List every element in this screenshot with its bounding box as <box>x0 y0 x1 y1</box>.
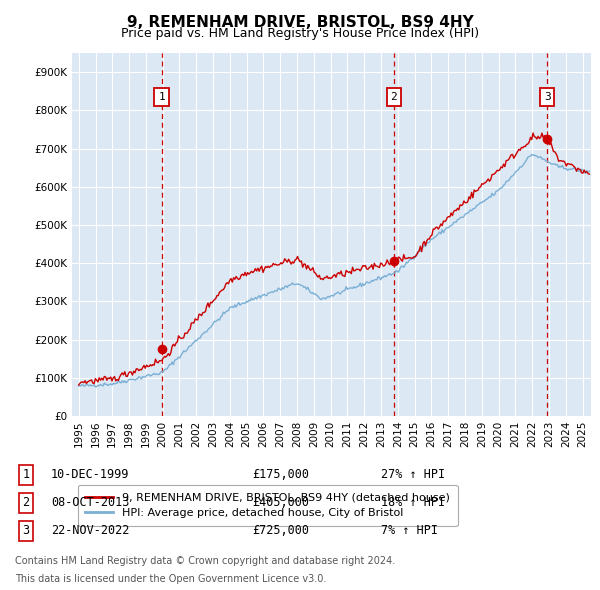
Text: £405,000: £405,000 <box>252 496 309 509</box>
Text: 18% ↑ HPI: 18% ↑ HPI <box>381 496 445 509</box>
Text: 22-NOV-2022: 22-NOV-2022 <box>51 525 130 537</box>
Text: 2: 2 <box>22 496 29 509</box>
Text: Price paid vs. HM Land Registry's House Price Index (HPI): Price paid vs. HM Land Registry's House … <box>121 27 479 40</box>
Text: 7% ↑ HPI: 7% ↑ HPI <box>381 525 438 537</box>
Text: 1: 1 <box>22 468 29 481</box>
Text: £725,000: £725,000 <box>252 525 309 537</box>
Text: Contains HM Land Registry data © Crown copyright and database right 2024.: Contains HM Land Registry data © Crown c… <box>15 556 395 566</box>
Text: 3: 3 <box>22 525 29 537</box>
Text: 9, REMENHAM DRIVE, BRISTOL, BS9 4HY: 9, REMENHAM DRIVE, BRISTOL, BS9 4HY <box>127 15 473 30</box>
Text: 10-DEC-1999: 10-DEC-1999 <box>51 468 130 481</box>
Text: 1: 1 <box>158 91 165 101</box>
Text: 2: 2 <box>391 91 397 101</box>
Text: £175,000: £175,000 <box>252 468 309 481</box>
Text: 08-OCT-2013: 08-OCT-2013 <box>51 496 130 509</box>
Legend: 9, REMENHAM DRIVE, BRISTOL, BS9 4HY (detached house), HPI: Average price, detach: 9, REMENHAM DRIVE, BRISTOL, BS9 4HY (det… <box>77 485 458 526</box>
Text: 3: 3 <box>544 91 551 101</box>
Text: This data is licensed under the Open Government Licence v3.0.: This data is licensed under the Open Gov… <box>15 574 326 584</box>
Text: 27% ↑ HPI: 27% ↑ HPI <box>381 468 445 481</box>
